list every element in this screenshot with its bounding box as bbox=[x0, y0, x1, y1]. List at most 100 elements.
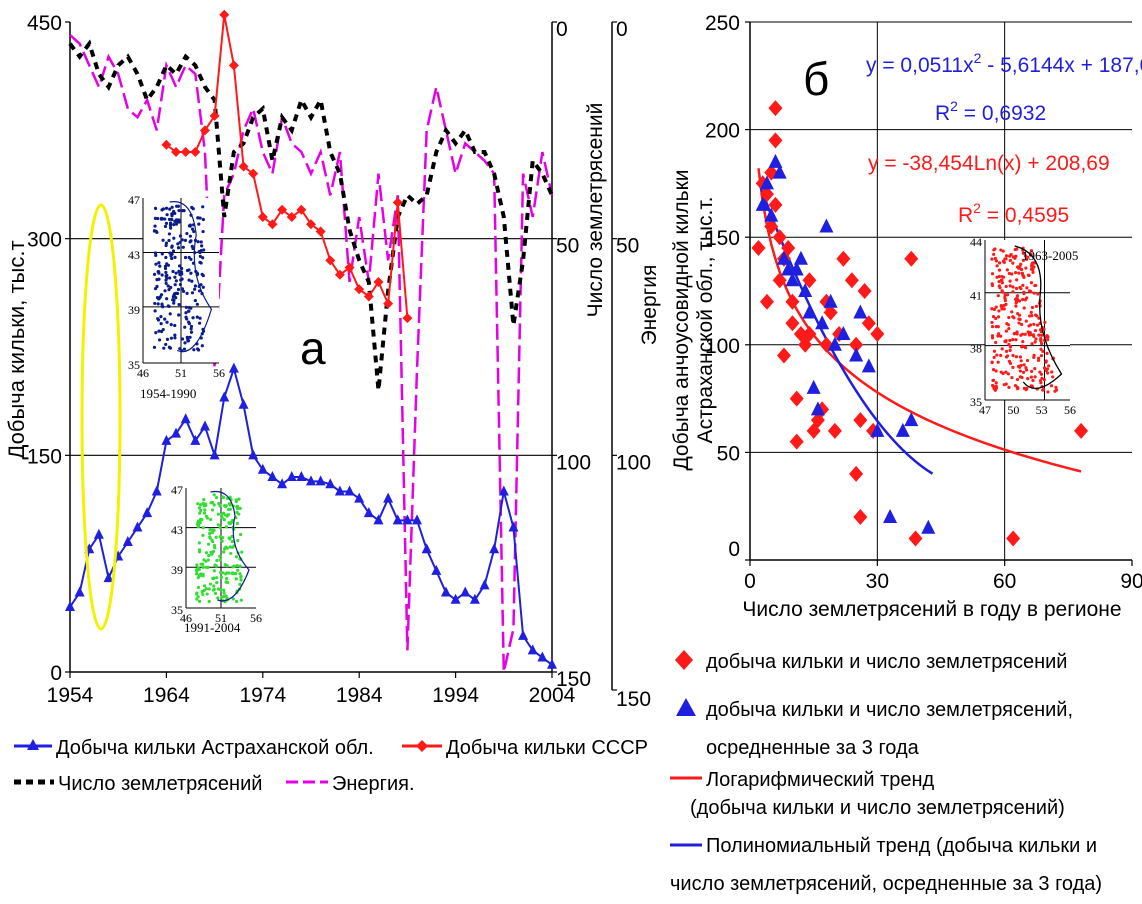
inset-map-1963-2005-point bbox=[994, 381, 998, 385]
scatter-triangle-point bbox=[810, 401, 825, 416]
scatter-triangle-point bbox=[806, 379, 821, 394]
inset-map-1991-2004-point bbox=[212, 543, 216, 548]
r2-log-tail: = 0,4595 bbox=[981, 204, 1069, 227]
inset-map-1963-2005-point bbox=[1008, 345, 1012, 349]
inset-map-1963-2005-point bbox=[1051, 375, 1055, 379]
scatter-diamond-point bbox=[849, 336, 864, 353]
chart-b-ytick-label: 0 bbox=[728, 538, 740, 561]
inset-map-1963-2005-point bbox=[1021, 297, 1025, 302]
chart-a-ytick-right2-label: 100 bbox=[616, 451, 651, 474]
inset-map-1963-2005-point bbox=[1025, 257, 1029, 261]
inset-map-1991-2004-point bbox=[197, 599, 202, 603]
chart-b-ytick-label: 200 bbox=[705, 120, 740, 143]
series-astrakhan-point bbox=[344, 485, 355, 496]
scatter-triangle-point bbox=[764, 207, 779, 222]
inset-map-1963-2005-point bbox=[1054, 385, 1058, 389]
inset-map-1954-1990-point bbox=[164, 255, 168, 260]
inset-map-1963-2005-point bbox=[1000, 274, 1004, 279]
inset-map-1991-2004-point bbox=[238, 572, 242, 576]
inset-map-1963-2005-point bbox=[1001, 259, 1006, 263]
series-astrakhan-point bbox=[527, 644, 538, 655]
inset-map-1963-2005-point bbox=[1010, 376, 1014, 380]
inset-map-1991-2004-point bbox=[197, 541, 201, 545]
inset-map-1954-1990-point bbox=[156, 302, 160, 306]
scatter-triangle-point bbox=[853, 304, 868, 319]
scatter-triangle-point bbox=[798, 283, 813, 297]
inset-map-1954-1990-point bbox=[154, 253, 158, 257]
inset-map-1954-1990-point bbox=[168, 223, 173, 228]
scatter-diamond-point bbox=[772, 229, 787, 246]
inset-map-1963-2005-point bbox=[1039, 372, 1044, 376]
inset-map-1954-1990-point bbox=[158, 295, 162, 299]
inset-map-1954-1990-point bbox=[173, 333, 177, 337]
inset-map-1991-2004-point bbox=[232, 564, 236, 568]
inset-map-1963-2005-point bbox=[1011, 285, 1015, 289]
inset-map-1954-1990-point bbox=[196, 216, 200, 220]
series-astrakhan-point bbox=[450, 593, 461, 604]
inset-map-1963-2005-point bbox=[1018, 369, 1023, 373]
inset-map-1954-1990-point bbox=[201, 229, 205, 234]
inset-map-1963-2005-point bbox=[1014, 355, 1018, 359]
inset-map-1963-2005-point bbox=[1034, 337, 1038, 341]
inset-map-1991-2004-point bbox=[238, 582, 242, 586]
inset-map-1991-2004-point bbox=[236, 568, 240, 572]
chart-b-eq-log: y = -38,454Ln(x) + 208,69 bbox=[868, 152, 1110, 175]
scatter-diamond-point bbox=[870, 326, 885, 343]
inset-map-1991-2004-xtick-label: 56 bbox=[250, 611, 262, 625]
inset-map-1963-2005-point bbox=[1044, 360, 1048, 364]
inset-map-1963-2005-point bbox=[1004, 329, 1008, 333]
inset-map-1963-2005-ytick-label: 41 bbox=[970, 288, 982, 302]
inset-map-1963-2005-point bbox=[1034, 304, 1039, 308]
inset-map-1954-1990-point bbox=[170, 205, 174, 209]
inset-map-1963-2005-point bbox=[1039, 337, 1043, 341]
inset-map-1954-1990-point bbox=[183, 255, 188, 260]
inset-map-1954-1990-point bbox=[200, 244, 204, 248]
inset-map-1963-2005-point bbox=[1008, 338, 1012, 343]
legend-b-label-poly-1: Полиномиальный тренд (добыча кильки и bbox=[706, 835, 1097, 857]
inset-map-1963-2005-xtick-label: 50 bbox=[1007, 403, 1019, 417]
inset-map-1963-2005-point bbox=[1018, 375, 1022, 379]
inset-map-1991-2004-point bbox=[235, 521, 239, 526]
inset-map-1954-1990-point bbox=[189, 324, 194, 329]
series-ussr-point bbox=[383, 298, 394, 309]
inset-map-1991-2004-point bbox=[207, 553, 211, 558]
inset-map-1963-2005-point bbox=[1042, 387, 1046, 391]
inset-map-1954-1990-point bbox=[163, 289, 167, 293]
chart-a-ytick-left-label: 150 bbox=[27, 445, 62, 468]
inset-map-1963-2005-point bbox=[1000, 278, 1004, 282]
inset-map-1963-2005-point bbox=[1045, 351, 1049, 355]
inset-map-1963-2005-point bbox=[990, 334, 995, 338]
inset-map-1963-2005-point bbox=[999, 303, 1003, 308]
inset-map-1954-1990-point bbox=[198, 316, 202, 320]
inset-map-1954-1990-ytick-label: 39 bbox=[128, 303, 140, 317]
scatter-diamond-point bbox=[768, 196, 783, 213]
inset-map-1954-1990-point bbox=[167, 304, 171, 308]
inset-map-1963-2005-point bbox=[1024, 368, 1029, 372]
inset-map-1954-1990-point bbox=[174, 296, 178, 300]
inset-map-1991-2004-point bbox=[203, 502, 208, 506]
inset-map-1963-2005-point bbox=[1032, 265, 1036, 269]
inset-map-1963-2005-point bbox=[1025, 358, 1030, 363]
inset-map-1991-2004-point bbox=[228, 537, 232, 541]
scatter-diamond-point bbox=[781, 239, 796, 256]
scatter-diamond-point bbox=[785, 315, 800, 332]
legend-a-triangle-marker bbox=[27, 739, 39, 750]
inset-map-1991-2004-point bbox=[235, 510, 239, 514]
inset-map-1954-1990-point bbox=[164, 342, 168, 347]
scatter-triangle-point bbox=[776, 250, 791, 265]
inset-map-1963-2005-point bbox=[1019, 267, 1024, 272]
inset-map-1963-2005-point bbox=[1046, 338, 1050, 342]
inset-map-1991-2004-point bbox=[196, 585, 201, 590]
scatter-diamond-point bbox=[857, 283, 872, 299]
inset-map-1954-1990-point bbox=[183, 238, 188, 242]
chart-a-ytick-right1-label: 150 bbox=[556, 668, 591, 691]
scatter-diamond-point bbox=[836, 250, 851, 267]
inset-map-1954-1990-point bbox=[197, 222, 201, 226]
inset-map-1954-1990-point bbox=[178, 234, 183, 238]
scatter-triangle-point bbox=[861, 358, 876, 373]
inset-map-1963-2005-point bbox=[1042, 378, 1046, 382]
chart-a-ytick-right1-label: 50 bbox=[556, 235, 579, 258]
inset-map-1991-2004-point bbox=[224, 545, 228, 549]
inset-map-1954-1990-point bbox=[190, 244, 194, 248]
